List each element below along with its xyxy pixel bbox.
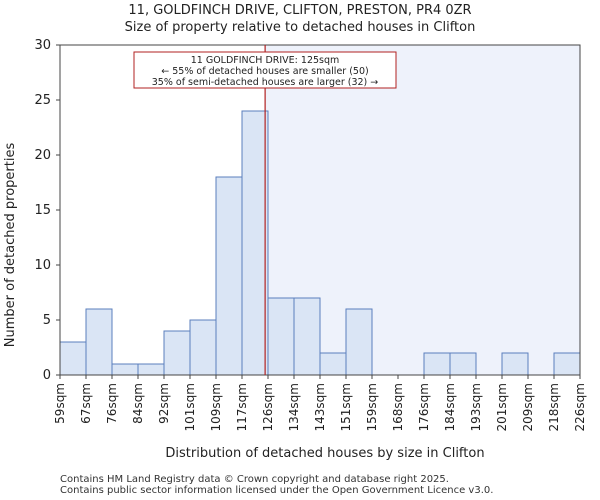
y-axis-label: Number of detached properties [3, 143, 18, 348]
x-tick-label: 201sqm [495, 383, 509, 431]
bar [345, 308, 373, 376]
bar [423, 352, 451, 376]
bar [267, 297, 295, 376]
y-tick-label: 20 [34, 148, 51, 163]
x-tick-label: 67sqm [79, 383, 93, 424]
y-tick-label: 30 [34, 38, 51, 53]
annotation-box [133, 51, 397, 89]
footer-licence: Contains public sector information licen… [60, 485, 494, 496]
x-tick-label: 226sqm [573, 383, 587, 431]
x-tick-label: 151sqm [339, 383, 353, 431]
x-tick-label: 143sqm [313, 383, 327, 431]
x-tick-label: 101sqm [183, 383, 197, 431]
x-tick-label: 126sqm [261, 383, 275, 431]
x-tick-label: 159sqm [365, 383, 379, 431]
annotation-line: 11 GOLDFINCH DRIVE: 125sqm [191, 55, 340, 66]
y-tick-label: 25 [34, 93, 51, 108]
bar [449, 352, 477, 376]
bar [85, 308, 113, 376]
bar [59, 341, 87, 376]
bar [319, 352, 347, 376]
bar [501, 352, 529, 376]
bar [137, 363, 165, 376]
x-tick-label: 176sqm [417, 383, 431, 431]
bar [241, 110, 269, 376]
annotation-line: ← 55% of detached houses are smaller (50… [161, 66, 368, 77]
bar [293, 297, 321, 376]
bar [189, 319, 217, 376]
x-tick-label: 59sqm [53, 383, 67, 424]
x-tick-label: 109sqm [209, 383, 223, 431]
x-tick-label: 134sqm [287, 383, 301, 431]
x-tick-label: 117sqm [235, 383, 249, 431]
x-tick-label: 84sqm [131, 383, 145, 424]
footer-copyright: Contains HM Land Registry data © Crown c… [60, 474, 449, 485]
bar [553, 352, 581, 376]
bar [163, 330, 191, 376]
x-tick-label: 218sqm [547, 383, 561, 431]
x-tick-label: 193sqm [469, 383, 483, 431]
x-tick-label: 76sqm [105, 383, 119, 424]
bar [215, 176, 243, 376]
x-tick-label: 92sqm [157, 383, 171, 424]
x-tick-label: 168sqm [391, 383, 405, 431]
chart-title: 11, GOLDFINCH DRIVE, CLIFTON, PRESTON, P… [128, 3, 472, 18]
x-tick-label: 209sqm [521, 383, 535, 431]
annotation-line: 35% of semi-detached houses are larger (… [152, 77, 379, 88]
bar [111, 363, 139, 376]
y-tick-label: 0 [43, 368, 51, 383]
y-tick-label: 15 [34, 203, 51, 218]
x-axis-label: Distribution of detached houses by size … [165, 446, 484, 461]
chart-subtitle: Size of property relative to detached ho… [124, 20, 476, 35]
y-tick-label: 5 [43, 313, 51, 328]
x-tick-label: 184sqm [443, 383, 457, 431]
y-tick-label: 10 [34, 258, 51, 273]
